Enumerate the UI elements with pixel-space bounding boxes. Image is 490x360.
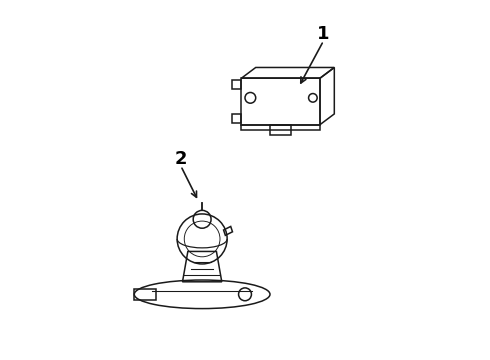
Text: 2: 2 — [174, 149, 187, 167]
Text: 1: 1 — [318, 24, 330, 42]
